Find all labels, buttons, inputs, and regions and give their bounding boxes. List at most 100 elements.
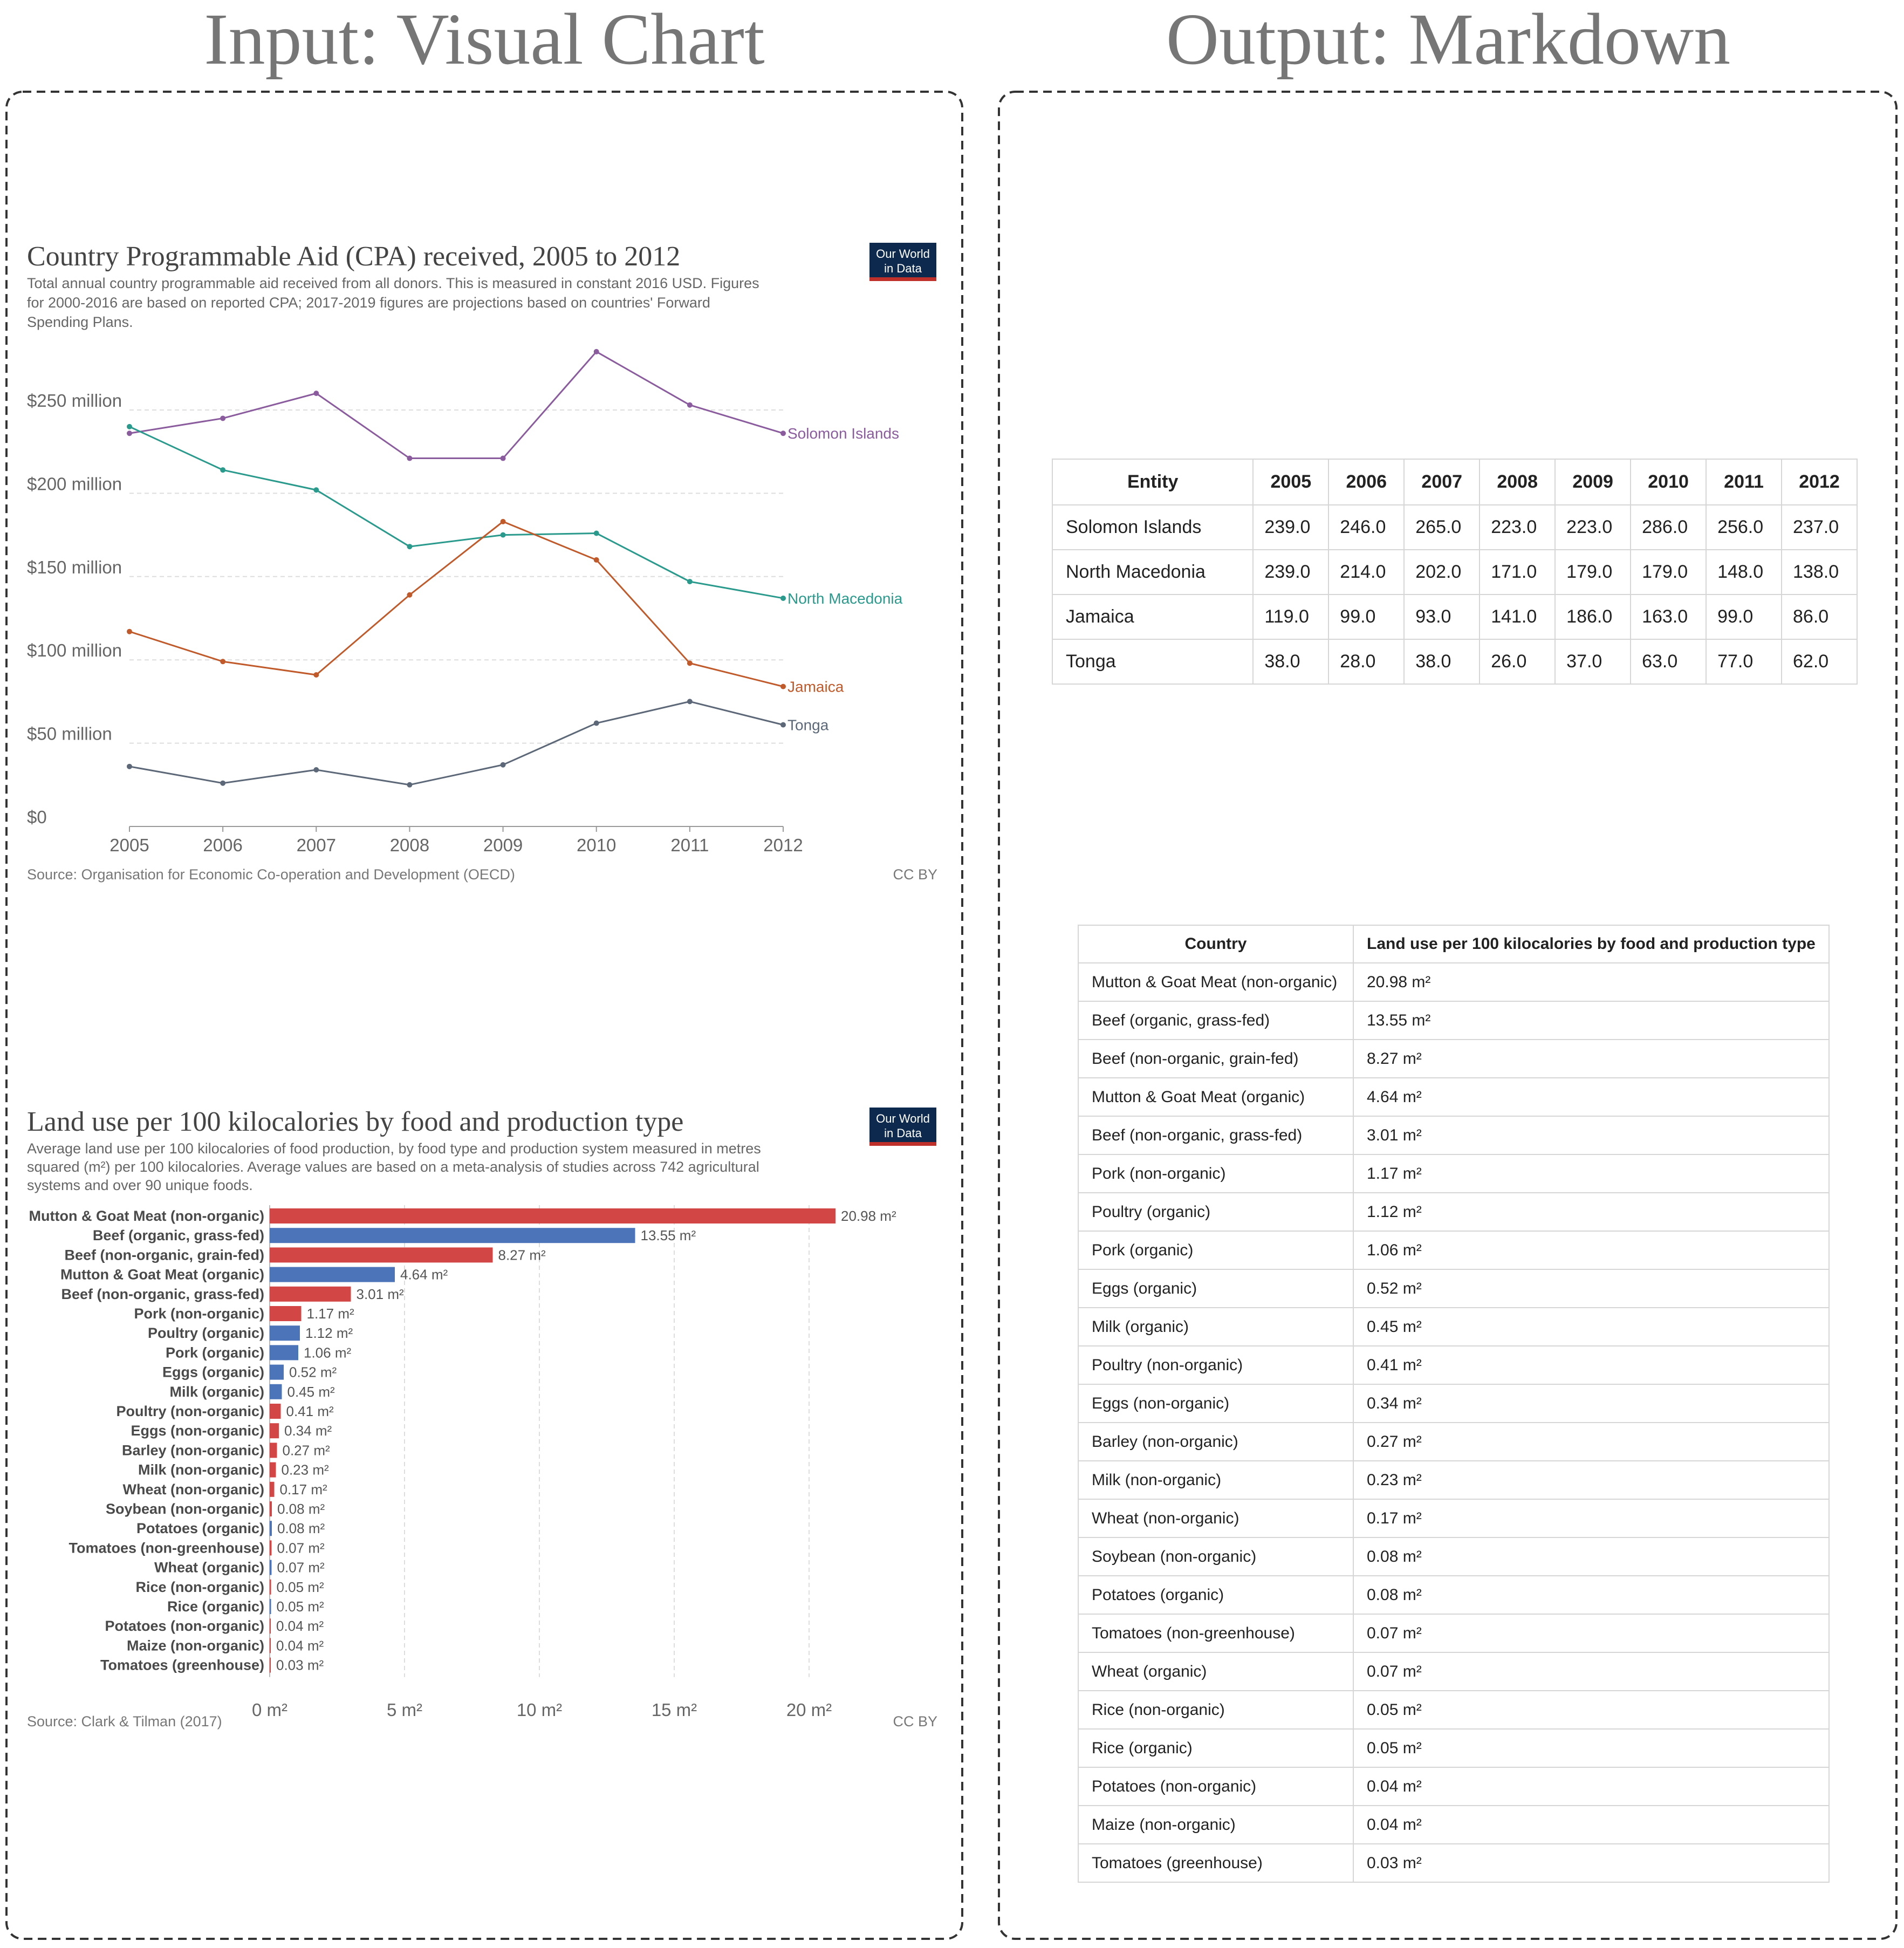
bar-value-label: 0.45 m² [287, 1384, 335, 1400]
bar [270, 1228, 635, 1243]
cpa-x-tick-label: 2010 [577, 835, 616, 855]
land-table-cell: 8.27 m² [1353, 1039, 1830, 1078]
data-point-solomon-islands [687, 402, 693, 408]
cpa-table-cell: 223.0 [1554, 504, 1632, 550]
bar-category-label: Beef (organic, grass-fed) [93, 1227, 264, 1243]
land-table-cell: 20.98 m² [1353, 962, 1830, 1002]
cpa-table-cell: 237.0 [1781, 504, 1858, 550]
land-table-cell: Beef (organic, grass-fed) [1078, 1001, 1354, 1040]
cpa-table-cell: 77.0 [1706, 639, 1783, 685]
cpa-y-tick-label: $250 million [27, 391, 122, 411]
cpa-table-cell: Tonga [1051, 639, 1254, 685]
land-x-tick-label: 20 m² [786, 1700, 832, 1720]
land-table-cell: 0.17 m² [1353, 1499, 1830, 1538]
bar-category-label: Soybean (non-organic) [106, 1501, 264, 1517]
cpa-table-header-cell: 2011 [1706, 459, 1783, 505]
cpa-table-cell: 223.0 [1479, 504, 1556, 550]
bar [270, 1208, 835, 1224]
land-x-tick-label: 10 m² [517, 1700, 562, 1720]
bar-value-label: 0.34 m² [284, 1423, 332, 1439]
land-table-cell: 13.55 m² [1353, 1001, 1830, 1040]
land-table-cell: 0.23 m² [1353, 1460, 1830, 1500]
land-table-cell: 0.08 m² [1353, 1537, 1830, 1576]
cpa-table-cell: 38.0 [1252, 639, 1330, 685]
land-table-cell: Rice (organic) [1078, 1728, 1354, 1768]
bar-value-label: 0.41 m² [286, 1403, 334, 1419]
table-row: Eggs (organic) 0.52 m² [1078, 1269, 1830, 1308]
land-table-cell: Poultry (non-organic) [1078, 1345, 1354, 1385]
bar [270, 1384, 282, 1399]
land-table-cell: 0.52 m² [1353, 1269, 1830, 1308]
data-point-tonga [500, 762, 506, 768]
land-table-cell: 0.07 m² [1353, 1614, 1830, 1653]
land-table-cell: 1.17 m² [1353, 1154, 1830, 1193]
bar-category-label: Eggs (organic) [162, 1364, 264, 1380]
land-x-tick-label: 0 m² [252, 1700, 287, 1720]
land-logo-line-1: Our World [876, 1112, 930, 1125]
cpa-table-cell: 239.0 [1252, 549, 1330, 595]
bar-value-label: 3.01 m² [357, 1286, 404, 1302]
data-point-north-macedonia [220, 467, 226, 473]
data-point-solomon-islands [313, 391, 319, 397]
table-row: Eggs (non-organic) 0.34 m² [1078, 1384, 1830, 1423]
cpa-y-tick-label: $200 million [27, 474, 122, 494]
bar [270, 1560, 272, 1575]
bar-category-label: Wheat (organic) [154, 1560, 264, 1576]
bar [270, 1579, 271, 1595]
cpa-table-cell: 99.0 [1706, 594, 1783, 640]
data-point-solomon-islands [407, 455, 413, 461]
bar-category-label: Pork (organic) [166, 1344, 264, 1361]
land-table-cell: 0.27 m² [1353, 1422, 1830, 1461]
cpa-chart-subtitle-line-3: Spending Plans. [27, 314, 133, 330]
series-line-solomon-islands [129, 351, 784, 460]
series-label-tonga: Tonga [787, 717, 829, 734]
table-row: Rice (organic) 0.05 m² [1078, 1728, 1830, 1768]
cpa-table-cell: 202.0 [1403, 549, 1481, 595]
bar [270, 1501, 272, 1516]
table-row: Poultry (non-organic) 0.41 m² [1078, 1345, 1830, 1385]
bar [270, 1481, 275, 1497]
cpa-table-cell: 38.0 [1403, 639, 1481, 685]
bar [270, 1404, 281, 1419]
data-point-solomon-islands [780, 430, 786, 436]
data-point-jamaica [593, 557, 599, 563]
land-table-cell: Soybean (non-organic) [1078, 1537, 1354, 1576]
bar [270, 1267, 395, 1282]
bar [270, 1462, 276, 1478]
data-point-north-macedonia [687, 579, 693, 585]
right-heading: Output: Markdown [1166, 0, 1730, 80]
cpa-x-tick-label: 2007 [297, 835, 336, 855]
table-row: Milk (non-organic) 0.23 m² [1078, 1460, 1830, 1500]
data-point-north-macedonia [313, 487, 319, 493]
bar-category-label: Tomatoes (greenhouse) [100, 1657, 264, 1673]
cpa-table-cell: 138.0 [1781, 549, 1858, 595]
cpa-table-header-cell: 2005 [1252, 459, 1330, 505]
bar [270, 1443, 277, 1458]
land-table-cell: 0.08 m² [1353, 1575, 1830, 1615]
land-table-cell: Milk (non-organic) [1078, 1460, 1354, 1500]
land-chart-subtitle-line-3: systems and over 90 unique foods. [27, 1177, 253, 1193]
land-table-cell: Wheat (organic) [1078, 1652, 1354, 1691]
cpa-table-cell: 37.0 [1554, 639, 1632, 685]
land-table-cell: Eggs (organic) [1078, 1269, 1354, 1308]
table-row: Rice (non-organic) 0.05 m² [1078, 1690, 1830, 1730]
data-point-jamaica [220, 659, 226, 665]
bar-value-label: 0.05 m² [277, 1579, 324, 1595]
land-table-cell: 0.05 m² [1353, 1690, 1830, 1730]
data-point-jamaica [407, 592, 413, 598]
table-row: Maize (non-organic) 0.04 m² [1078, 1805, 1830, 1844]
table-row: Tomatoes (non-greenhouse) 0.07 m² [1078, 1614, 1830, 1653]
land-chart-subtitle-line-2: squared (m²) per 100 kilocalories. Avera… [27, 1159, 759, 1175]
bar-category-label: Mutton & Goat Meat (non-organic) [29, 1208, 264, 1224]
bar-category-label: Poultry (organic) [148, 1325, 264, 1341]
bar [270, 1540, 272, 1556]
land-use-bar-chart: 0 m² 5 m² 10 m² 15 m² 20 m² Mutton & Goat Mea… [29, 1205, 896, 1720]
data-point-jamaica [687, 660, 693, 666]
bar [270, 1521, 272, 1536]
land-table-cell: 0.41 m² [1353, 1345, 1830, 1385]
cpa-line-chart: $0 $50 million $100 million $150 million $20… [27, 348, 903, 855]
land-table-cell: 0.04 m² [1353, 1805, 1830, 1844]
cpa-table-cell: 28.0 [1328, 639, 1405, 685]
cpa-table-header-cell: 2007 [1403, 459, 1481, 505]
cpa-table-cell: 119.0 [1252, 594, 1330, 640]
